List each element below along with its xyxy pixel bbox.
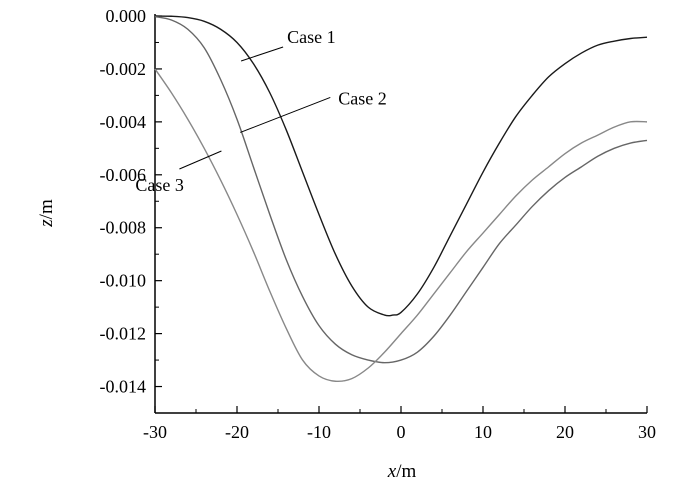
series-line-2 [154, 15, 648, 364]
x-tick-label: 10 [474, 422, 492, 442]
y-tick-label: -0.012 [100, 324, 147, 344]
series-label: Case 2 [338, 88, 387, 108]
series-leader-line [179, 150, 222, 170]
x-tick-label: -10 [307, 422, 331, 442]
y-tick-label: -0.006 [100, 165, 147, 185]
series-leader-line [240, 96, 331, 133]
x-tick-label: -20 [225, 422, 249, 442]
series-label: Case 1 [287, 27, 336, 47]
y-axis-unit: /m [36, 199, 57, 219]
series-line-3 [154, 68, 648, 383]
y-tick-label: -0.010 [100, 271, 147, 291]
series-label: Case 3 [135, 175, 184, 195]
series-leader-line [240, 46, 284, 62]
series-group [154, 15, 648, 383]
y-tick-label: -0.008 [100, 218, 147, 238]
x-tick-label: 20 [556, 422, 574, 442]
axes: 0.000 -0.002 -0.004 -0.006 -0.008 -0.010 -0.01… [100, 6, 657, 442]
x-tick-label: -30 [143, 422, 167, 442]
x-axis-var: x [387, 461, 397, 482]
y-axis-label: z/m [36, 199, 57, 228]
x-axis-unit: /m [396, 461, 416, 482]
series-line-1 [154, 15, 648, 317]
x-tick-label: 0 [397, 422, 406, 442]
y-axis-var: z [36, 219, 57, 228]
y-tick-label: 0.000 [106, 6, 147, 26]
series-labels: Case 1 Case 2 Case 3 [135, 27, 386, 195]
y-tick-label: -0.004 [100, 112, 147, 132]
x-axis-label: x/m [387, 461, 417, 482]
y-tick-label: -0.002 [100, 59, 147, 79]
y-tick-label: -0.014 [100, 377, 147, 397]
x-tick-label: 30 [638, 422, 656, 442]
